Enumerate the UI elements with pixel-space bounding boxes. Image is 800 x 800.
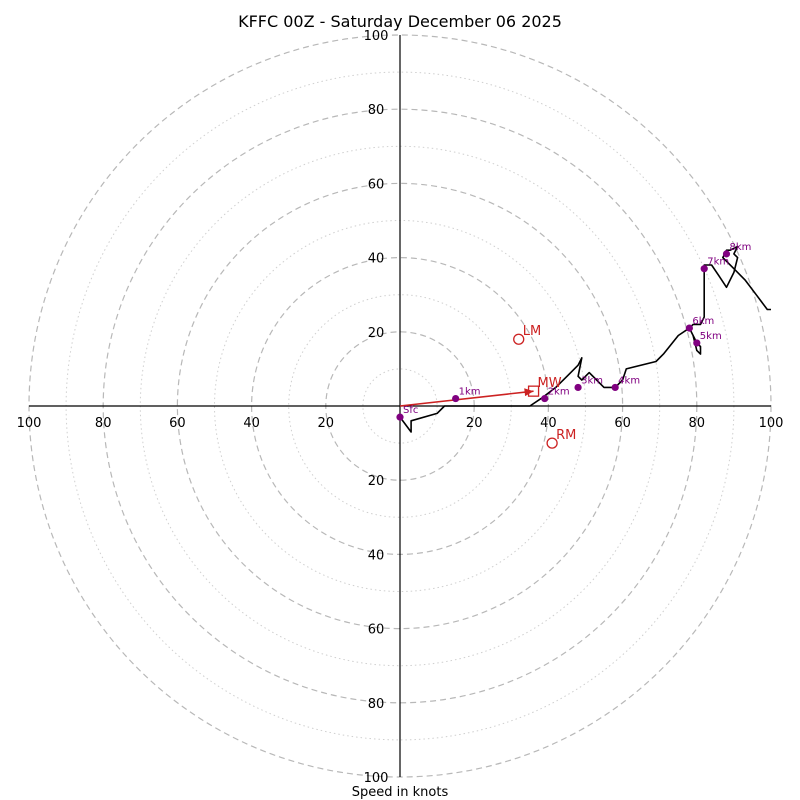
y-tick-label: 60	[368, 177, 385, 192]
y-tick-label: 20	[368, 474, 385, 489]
storm-motion-rm-label: RM	[556, 428, 576, 443]
storm-motion-mw-label: MW	[538, 376, 562, 391]
x-axis-label: Speed in knots	[352, 785, 449, 800]
x-tick-label: 20	[318, 416, 335, 431]
y-tick-label: 40	[368, 252, 385, 267]
storm-motion-mw-marker	[527, 385, 540, 397]
x-tick-label: 60	[614, 416, 631, 431]
height-marker-4km	[611, 383, 619, 392]
height-marker-sfc	[396, 413, 404, 421]
x-tick-label: 20	[466, 416, 483, 431]
storm-motion-lm-marker	[513, 333, 525, 345]
y-tick-label: 100	[364, 29, 389, 44]
y-tick-label: 60	[368, 623, 385, 638]
y-tick-label: 100	[364, 771, 389, 786]
shear-vector	[399, 390, 534, 407]
height-label-4km: 4km	[618, 375, 640, 386]
height-label-sfc: Sfc	[403, 405, 418, 416]
tick-labels: 20 20 20 20 40 40 40 40 60 60 60 60 80 80 80 80 100 100 10…	[17, 29, 784, 786]
storm-motion-rm-marker	[546, 437, 558, 449]
y-tick-label: 20	[368, 326, 385, 341]
y-tick-label: 40	[368, 548, 385, 563]
height-label-6km: 6km	[692, 316, 714, 327]
height-label-2km: 2km	[548, 387, 570, 398]
height-marker-1km	[452, 394, 460, 403]
y-tick-label: 80	[368, 103, 385, 118]
storm-motion-group: LM MW RM	[399, 324, 576, 449]
height-label-1km: 1km	[459, 387, 481, 398]
x-tick-label: 100	[17, 416, 42, 431]
x-tick-label: 40	[540, 416, 557, 431]
x-tick-label: 100	[759, 416, 784, 431]
chart-title: KFFC 00Z - Saturday December 06 2025	[238, 12, 562, 31]
x-tick-label: 40	[243, 416, 260, 431]
height-label-8km: 8km	[729, 242, 751, 253]
y-tick-label: 80	[368, 697, 385, 712]
height-marker-6km	[685, 324, 693, 332]
height-marker-8km	[722, 250, 731, 258]
x-tick-label: 60	[169, 416, 186, 431]
height-marker-5km	[693, 339, 701, 347]
height-label-3km: 3km	[581, 375, 603, 386]
height-marker-2km	[541, 394, 549, 403]
height-marker-7km	[700, 265, 708, 273]
x-tick-label: 80	[689, 416, 706, 431]
height-marker-3km	[574, 383, 582, 392]
storm-motion-lm-label: LM	[523, 324, 541, 339]
x-tick-label: 80	[95, 416, 112, 431]
height-label-5km: 5km	[700, 331, 722, 342]
height-label-7km: 7km	[707, 257, 729, 268]
